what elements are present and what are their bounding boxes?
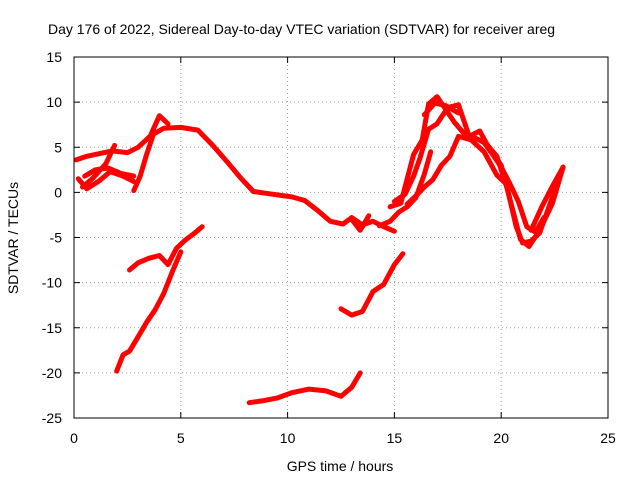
trace-arc-5 [131,133,156,194]
x-tick-label: 5 [177,430,185,446]
trace-arc-13 [404,133,508,207]
gridlines [74,57,608,418]
x-tick-label: 20 [493,430,509,446]
y-axis-label: SDTVAR / TECUs [5,182,21,294]
x-axis-label: GPS time / hours [287,458,394,474]
y-tick-label: 0 [54,184,62,200]
trace-arc-14 [421,100,461,118]
trace-arc-7 [127,224,205,273]
trace-arc-9 [246,370,363,406]
y-tick-label: 15 [46,49,62,65]
trace-arc-17 [481,140,547,235]
trace-arc-1 [73,124,397,234]
data-traces [73,94,566,406]
trace-arc-15 [376,149,434,229]
y-tick-label: 10 [46,94,62,110]
y-tick-label: -15 [42,320,62,336]
x-tick-labels: 0 5 10 15 20 25 [70,430,616,446]
trace-arc-16 [528,164,566,233]
x-tick-label: 25 [600,430,616,446]
y-tick-label: -20 [42,365,62,381]
x-tick-label: 0 [70,430,78,446]
trace-arc-8 [114,249,184,374]
trace-arc-10 [338,251,406,318]
trace-arc-6 [148,113,171,138]
x-tick-label: 10 [280,430,296,446]
y-tick-label: -25 [42,410,62,426]
trace-arc-18 [349,213,372,233]
trace-arc-12 [391,102,566,249]
trace-arc-4 [82,165,137,179]
y-tick-label: -5 [50,230,63,246]
y-tick-label: -10 [42,275,62,291]
x-tick-label: 15 [387,430,403,446]
chart-title: Day 176 of 2022, Sidereal Day-to-day VTE… [48,21,555,37]
y-tick-labels: -25 -20 -15 -10 -5 0 5 10 15 [42,49,62,426]
axis-ticks [73,56,609,419]
y-tick-label: 5 [54,139,62,155]
